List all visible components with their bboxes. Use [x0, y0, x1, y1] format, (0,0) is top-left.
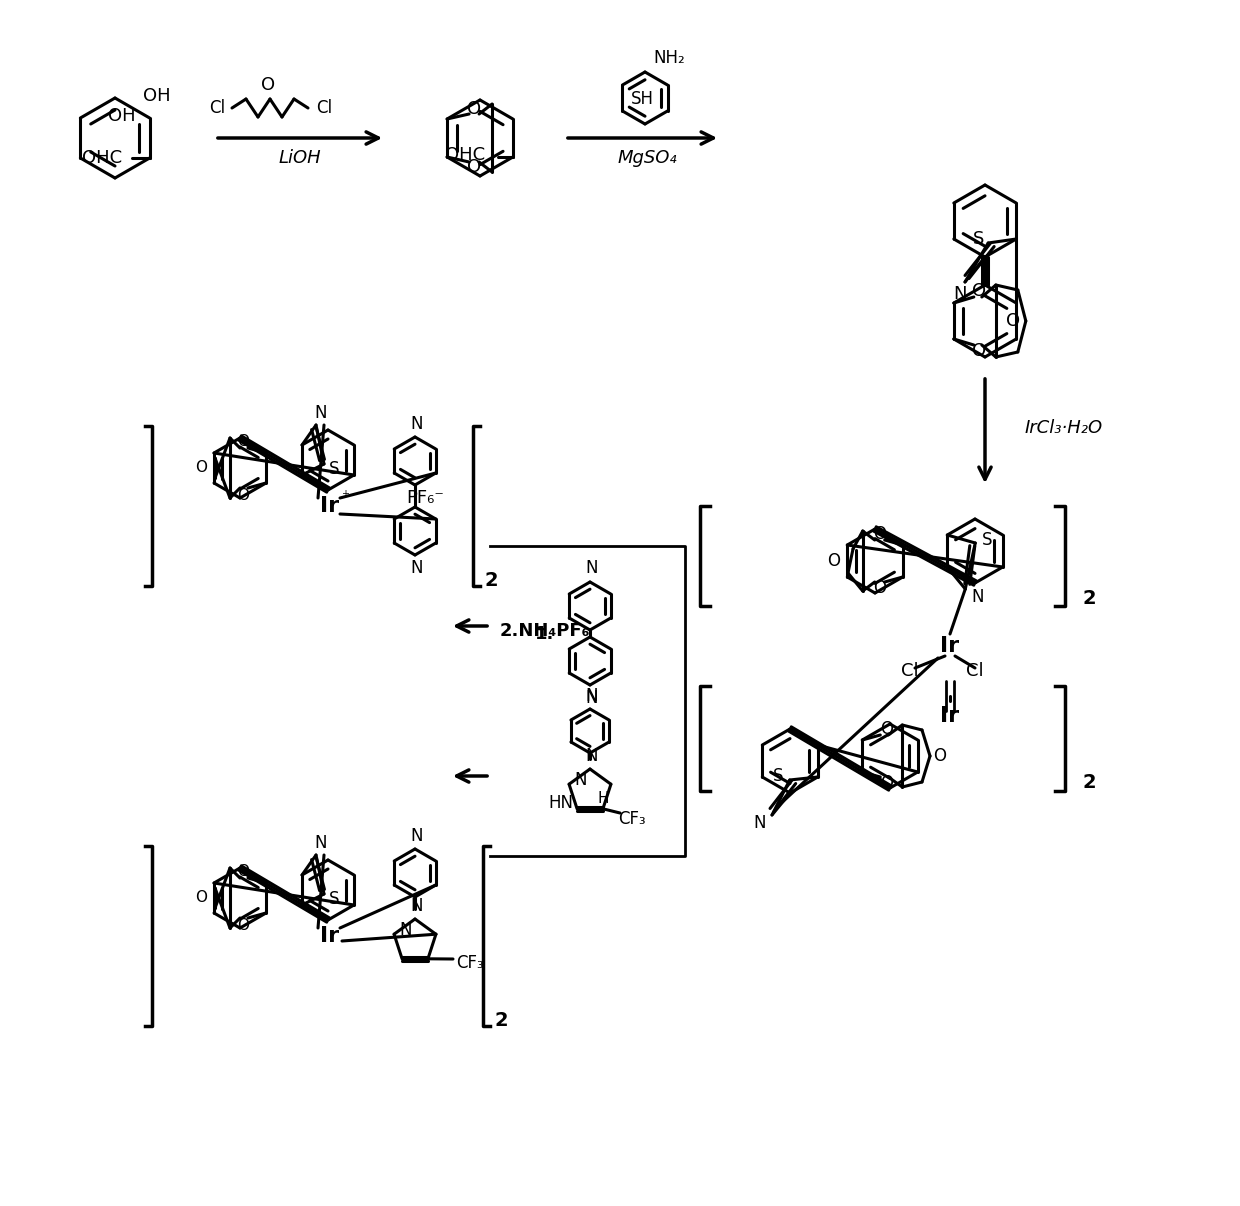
Text: Ir: Ir [940, 706, 960, 726]
Text: N: N [410, 415, 423, 433]
Text: Ir: Ir [320, 926, 340, 946]
Text: O: O [873, 579, 887, 597]
Text: N: N [315, 404, 327, 422]
Text: OH: OH [108, 107, 136, 125]
Text: MgSO₄: MgSO₄ [618, 150, 677, 166]
Text: 2.NH₄PF₆: 2.NH₄PF₆ [500, 622, 590, 640]
Text: O: O [237, 433, 249, 449]
Text: S: S [329, 890, 340, 908]
Text: IrCl₃·H₂O: IrCl₃·H₂O [1025, 418, 1104, 437]
Text: O: O [880, 774, 893, 792]
Text: S: S [982, 531, 992, 549]
Text: HN: HN [548, 794, 573, 812]
Text: Cl: Cl [966, 662, 983, 680]
Text: O: O [972, 282, 986, 300]
Text: N: N [410, 897, 423, 915]
Text: Ir: Ir [320, 496, 340, 516]
Text: H: H [598, 791, 609, 806]
Text: NH₂: NH₂ [653, 49, 684, 68]
Text: O: O [260, 76, 275, 94]
Text: O: O [972, 343, 986, 361]
Text: N: N [410, 827, 423, 845]
Text: O: O [237, 487, 249, 503]
Text: Cl: Cl [316, 99, 332, 117]
Text: S: S [329, 459, 340, 478]
Text: O: O [195, 890, 207, 906]
Text: O: O [1006, 312, 1021, 330]
Text: N: N [399, 921, 413, 939]
Text: N: N [585, 560, 598, 576]
Text: ⁺: ⁺ [342, 488, 350, 503]
Text: 2: 2 [484, 572, 497, 591]
Text: O: O [467, 100, 481, 118]
Text: Ir: Ir [940, 636, 960, 656]
Text: O: O [467, 158, 481, 176]
Text: OH: OH [143, 87, 171, 105]
Text: O: O [934, 747, 946, 765]
Text: S: S [773, 767, 782, 785]
Text: N: N [754, 814, 766, 832]
Text: 2: 2 [494, 1012, 507, 1030]
Text: O: O [827, 552, 841, 570]
Text: 1.: 1. [534, 625, 554, 643]
Text: OHC: OHC [445, 146, 485, 164]
Text: N: N [410, 560, 423, 576]
Text: Cl: Cl [901, 662, 919, 680]
Text: O: O [237, 863, 249, 878]
Text: O: O [880, 720, 893, 738]
Text: OHC: OHC [82, 150, 122, 166]
Text: O: O [195, 461, 207, 475]
Text: LiOH: LiOH [279, 150, 321, 166]
Text: O: O [237, 918, 249, 932]
Text: S: S [972, 230, 983, 248]
Text: N: N [315, 835, 327, 851]
Text: SH: SH [630, 90, 653, 109]
Text: 2: 2 [1083, 773, 1096, 792]
Text: N: N [585, 687, 598, 706]
Text: Cl: Cl [208, 99, 224, 117]
Text: CF₃: CF₃ [619, 810, 646, 829]
Text: N: N [585, 689, 598, 707]
Text: N: N [954, 285, 967, 303]
Text: N: N [971, 589, 983, 605]
Text: CF₃: CF₃ [456, 954, 484, 972]
Text: O: O [873, 525, 887, 543]
Text: N: N [585, 747, 598, 765]
Text: N: N [575, 771, 588, 789]
Text: PF₆⁻: PF₆⁻ [405, 488, 444, 507]
Text: 2: 2 [1083, 589, 1096, 608]
